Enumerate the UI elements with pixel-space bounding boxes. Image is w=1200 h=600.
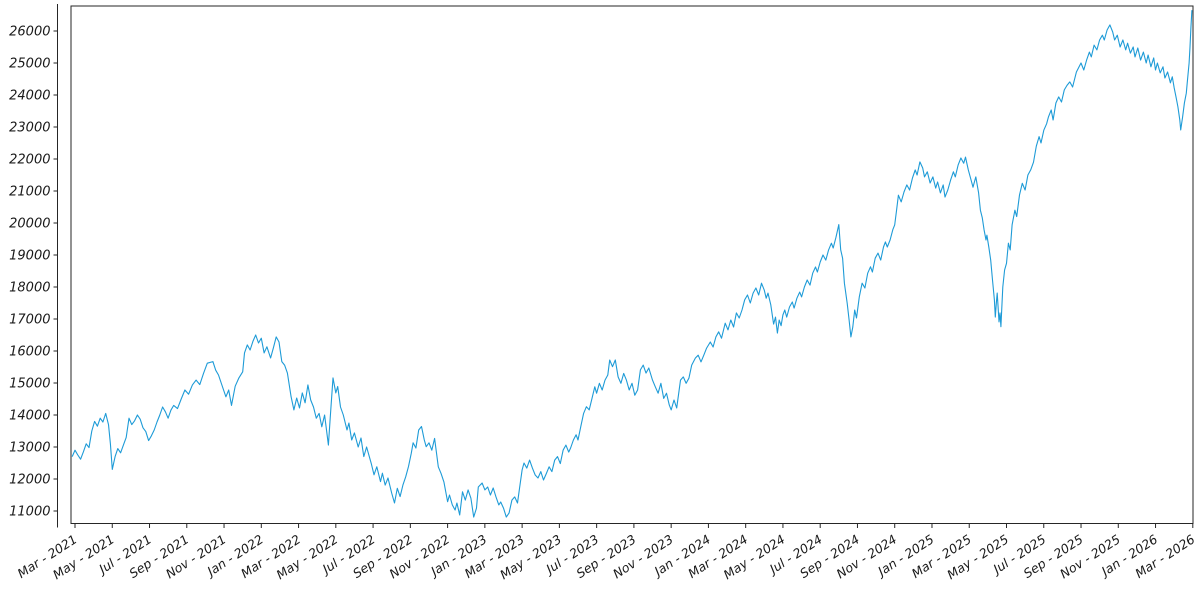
y-tick-label: 24000: [9, 89, 50, 104]
price-line: [71, 10, 1193, 518]
y-tick-label: 26000: [9, 25, 50, 40]
y-tick-label: 19000: [9, 249, 50, 264]
price-line-series: [71, 10, 1193, 518]
y-tick-label: 14000: [9, 409, 50, 424]
y-tick-label: 15000: [9, 377, 50, 392]
y-tick-label: 22000: [9, 153, 50, 168]
y-axis: 11000 12000 13000 14000 15000 16000 17000 18000…: [9, 25, 58, 520]
y-tick-label: 11000: [9, 505, 50, 520]
y-tick-label: 17000: [9, 313, 50, 328]
y-tick-label: 13000: [9, 441, 50, 456]
y-tick-label: 16000: [9, 345, 50, 360]
plot-border: [70, 5, 1194, 524]
y-tick-label: 18000: [9, 281, 50, 296]
y-tick-label: 25000: [9, 57, 50, 72]
y-tick-label: 21000: [9, 185, 50, 200]
y-tick-label: 20000: [9, 217, 50, 232]
y-tick-label: 12000: [9, 473, 50, 488]
y-tick-label: 23000: [9, 121, 50, 136]
